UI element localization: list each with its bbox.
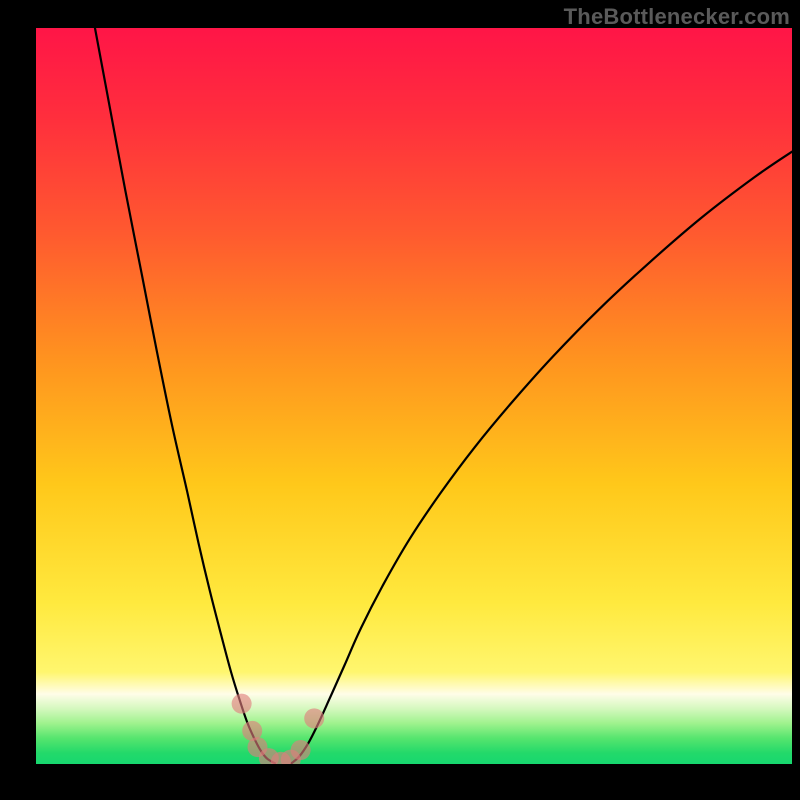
chart-frame: TheBottlenecker.com [0, 0, 800, 800]
plot-svg [0, 0, 800, 800]
marker-point [232, 694, 252, 714]
gradient-background [36, 28, 792, 764]
marker-point [291, 740, 311, 760]
marker-point [304, 708, 324, 728]
